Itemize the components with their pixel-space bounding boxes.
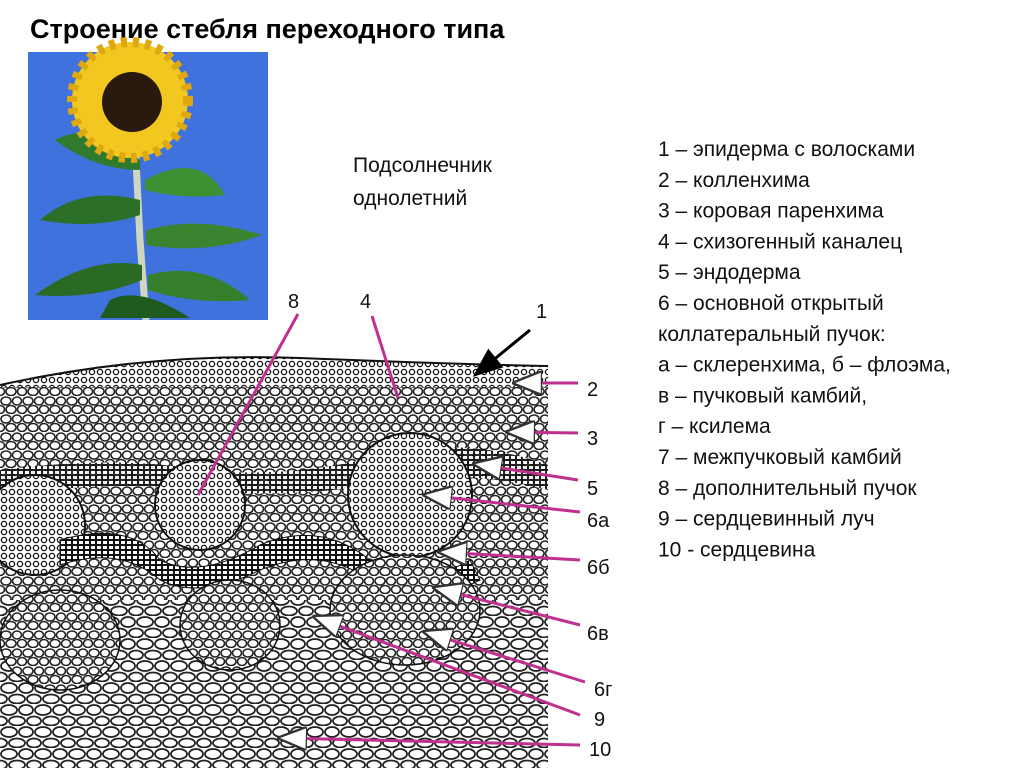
pointer-line <box>425 495 581 514</box>
pointer-line <box>370 315 400 399</box>
part-label: 10 <box>589 739 611 761</box>
part-label: 9 <box>594 709 605 731</box>
labels: 8 4 1 2 3 5 6а 6б 6в 6г 9 10 <box>196 291 612 761</box>
part-label: 2 <box>587 379 598 401</box>
legend-line: в – пучковый камбий, <box>658 384 867 407</box>
part-label: 4 <box>360 291 371 313</box>
legend-line: 6 – основной открытый <box>658 292 884 315</box>
pointer-line <box>475 464 579 482</box>
part-label: 6б <box>587 557 610 579</box>
legend-line: 7 – межпучковый камбий <box>658 446 902 469</box>
part-label: 8 <box>288 291 299 313</box>
part-label: 6а <box>587 510 610 532</box>
part-label: 6в <box>587 623 609 645</box>
part-label: 6г <box>594 679 612 701</box>
legend-line: 1 – эпидерма с волосками <box>658 138 915 161</box>
pointer-line <box>280 738 581 745</box>
pointer-line <box>196 313 300 496</box>
part-label: 1 <box>536 301 547 323</box>
title: Строение стебля переходного типа <box>30 14 505 44</box>
legend: 1 – эпидерма с волосками 2 – колленхима 3 … <box>658 138 951 561</box>
part-label: 5 <box>587 478 598 500</box>
sunflower-photo <box>28 37 268 321</box>
legend-line: 9 – сердцевинный луч <box>658 508 875 531</box>
pointer-line <box>435 588 581 627</box>
legend-line: 8 – дополнительный пучок <box>658 477 917 500</box>
legend-line: 5 – эндодерма <box>658 261 801 284</box>
pointer-line <box>508 432 579 433</box>
pointer-line <box>315 617 581 717</box>
legend-line: коллатеральный пучок: <box>658 323 886 346</box>
legend-line: а – склеренхима, б – флоэма, <box>658 354 951 377</box>
plant-name: однолетний <box>353 187 467 210</box>
legend-line: 10 - сердцевина <box>658 538 816 561</box>
legend-line: 3 – коровая паренхима <box>658 200 884 223</box>
stem-section <box>0 357 548 768</box>
legend-line: 4 – схизогенный каналец <box>658 230 902 253</box>
legend-line: 2 – колленхима <box>658 169 810 192</box>
part-label: 3 <box>587 428 598 450</box>
pointer-line <box>425 632 586 684</box>
pointer-line <box>472 328 531 377</box>
legend-line: г – ксилема <box>658 415 771 438</box>
pointer-line <box>440 552 581 560</box>
plant-name: Подсолнечник <box>353 154 493 177</box>
